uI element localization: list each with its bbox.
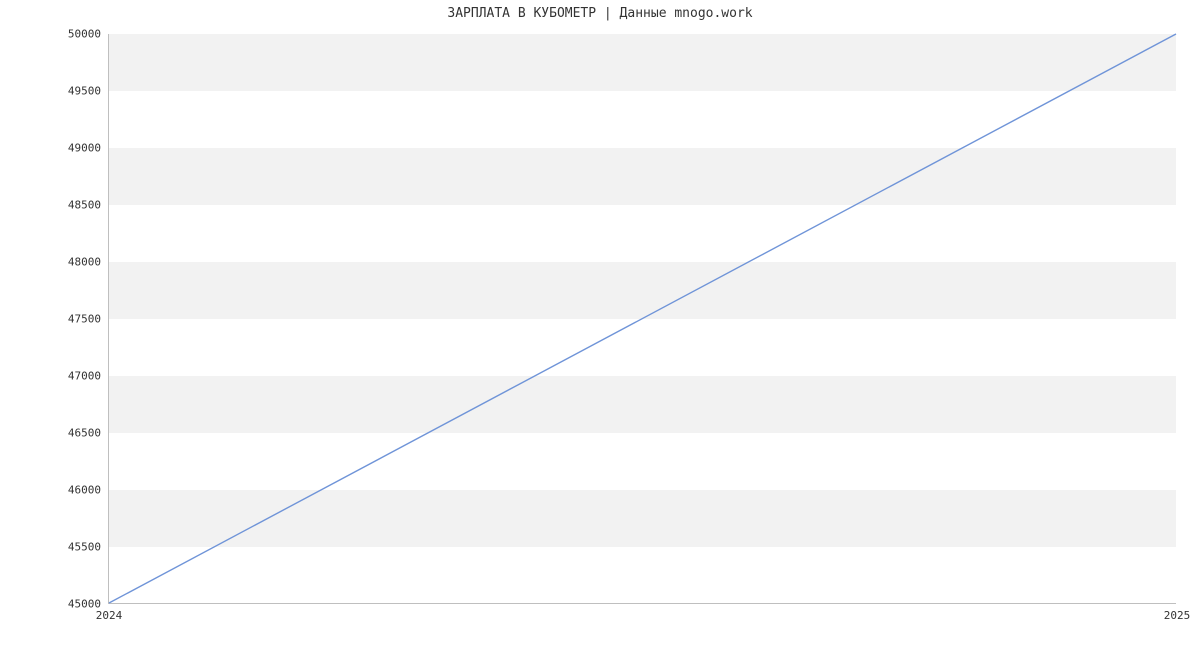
chart-title: ЗАРПЛАТА В КУБОМЕТР | Данные mnogo.work bbox=[0, 6, 1200, 21]
y-tick-label: 48500 bbox=[68, 199, 101, 212]
y-tick-label: 49000 bbox=[68, 142, 101, 155]
x-tick-label: 2025 bbox=[1164, 609, 1191, 622]
line-layer bbox=[109, 34, 1176, 603]
y-tick-label: 46500 bbox=[68, 427, 101, 440]
y-tick-label: 49500 bbox=[68, 85, 101, 98]
y-tick-label: 46000 bbox=[68, 484, 101, 497]
y-tick-label: 47000 bbox=[68, 370, 101, 383]
plot-area: 4500045500460004650047000475004800048500… bbox=[108, 34, 1176, 604]
y-tick-label: 50000 bbox=[68, 28, 101, 41]
x-tick-label: 2024 bbox=[96, 609, 123, 622]
y-tick-label: 48000 bbox=[68, 256, 101, 269]
y-tick-label: 47500 bbox=[68, 313, 101, 326]
salary-line-chart: ЗАРПЛАТА В КУБОМЕТР | Данные mnogo.work … bbox=[0, 0, 1200, 650]
y-tick-label: 45500 bbox=[68, 541, 101, 554]
series-line-salary bbox=[109, 34, 1176, 603]
